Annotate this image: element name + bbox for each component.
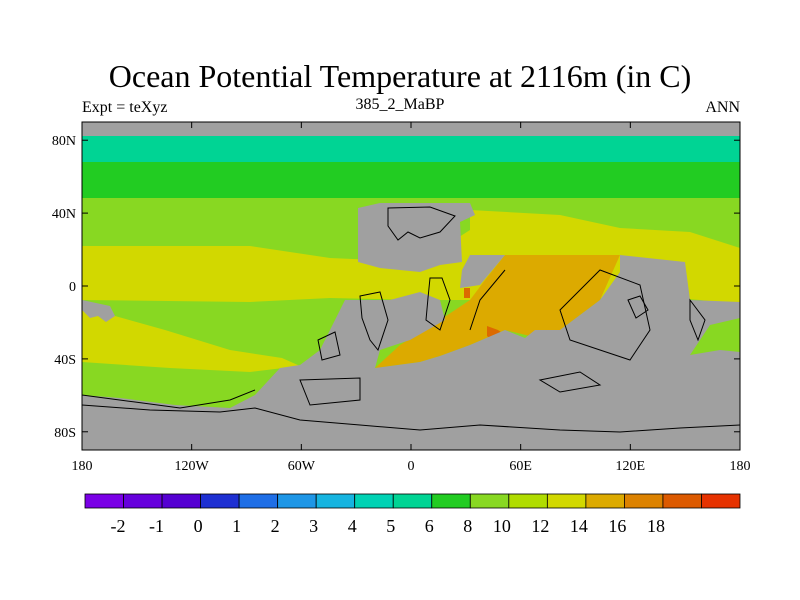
colorbar-swatch (161, 493, 201, 509)
colorbar-label: 5 (386, 516, 395, 536)
colorbar-label: 6 (425, 516, 434, 536)
colorbar-label: 8 (463, 516, 472, 536)
temp-band-16-spot (464, 288, 470, 298)
y-tick-label: 0 (69, 280, 76, 295)
y-tick-label: 80N (52, 134, 76, 149)
colorbar-swatch (315, 493, 356, 509)
colorbar-label: 18 (647, 516, 665, 536)
colorbar-swatch (701, 493, 741, 509)
map-title: Ocean Potential Temperature at 2116m (in… (108, 58, 692, 94)
x-tick-label: 60W (288, 459, 316, 474)
colorbar-swatch (238, 493, 279, 509)
colorbar-swatch (84, 493, 124, 509)
y-tick-label: 40N (52, 207, 76, 222)
colorbar-swatch (354, 493, 394, 509)
colorbar-swatch (469, 493, 510, 509)
colorbar-label: 3 (309, 516, 318, 536)
colorbar-label: -1 (149, 516, 164, 536)
colorbar-label: 10 (493, 516, 511, 536)
colorbar-label: 2 (271, 516, 280, 536)
x-tick-label: 60E (509, 459, 532, 474)
colorbar-label: 0 (194, 516, 203, 536)
colorbar-swatch (585, 493, 625, 509)
colorbar-label: 4 (348, 516, 357, 536)
coastlines (81, 206, 741, 433)
colorbar-swatch (277, 493, 317, 509)
colorbar-swatch (662, 493, 702, 509)
colorbar-swatch (624, 493, 664, 509)
colorbar-label: 12 (531, 516, 549, 536)
colorbar-swatch (392, 493, 433, 509)
x-tick-label: 180 (730, 459, 751, 474)
colorbar-label: -2 (111, 516, 126, 536)
temp-band-6 (82, 136, 740, 164)
temp-band-12-south (82, 300, 300, 372)
colorbar-swatch (123, 493, 163, 509)
axis-ticks: 180 120W 60W 0 60E 120E 180 80N 40N 0 40S 80S (52, 122, 751, 474)
colorbar-swatch (508, 493, 548, 509)
x-tick-label: 120W (175, 459, 210, 474)
temp-band-8-b (82, 162, 740, 200)
y-tick-label: 40S (54, 353, 76, 368)
colorbar-label: 14 (570, 516, 588, 536)
x-tick-label: 0 (408, 459, 415, 474)
x-tick-label: 180 (72, 459, 93, 474)
y-tick-label: 80S (54, 426, 76, 441)
colorbar-label: 1 (232, 516, 241, 536)
colorbar: -2 -1 0 1 2 3 4 5 6 8 10 12 14 16 18 (84, 493, 741, 536)
colorbar-label: 16 (608, 516, 626, 536)
temp-band-14 (375, 255, 620, 368)
x-tick-label: 120E (616, 459, 646, 474)
map-plot: 180 120W 60W 0 60E 120E 180 80N 40N 0 40S 80S (52, 121, 751, 474)
land-mask (82, 122, 740, 450)
colorbar-swatch (546, 493, 587, 509)
case-label: 385_2_MaBP (355, 96, 445, 113)
season-label: ANN (705, 99, 740, 116)
experiment-label: Expt = teXyz (82, 99, 168, 116)
colorbar-swatch (200, 493, 240, 509)
colorbar-swatch (431, 493, 471, 509)
